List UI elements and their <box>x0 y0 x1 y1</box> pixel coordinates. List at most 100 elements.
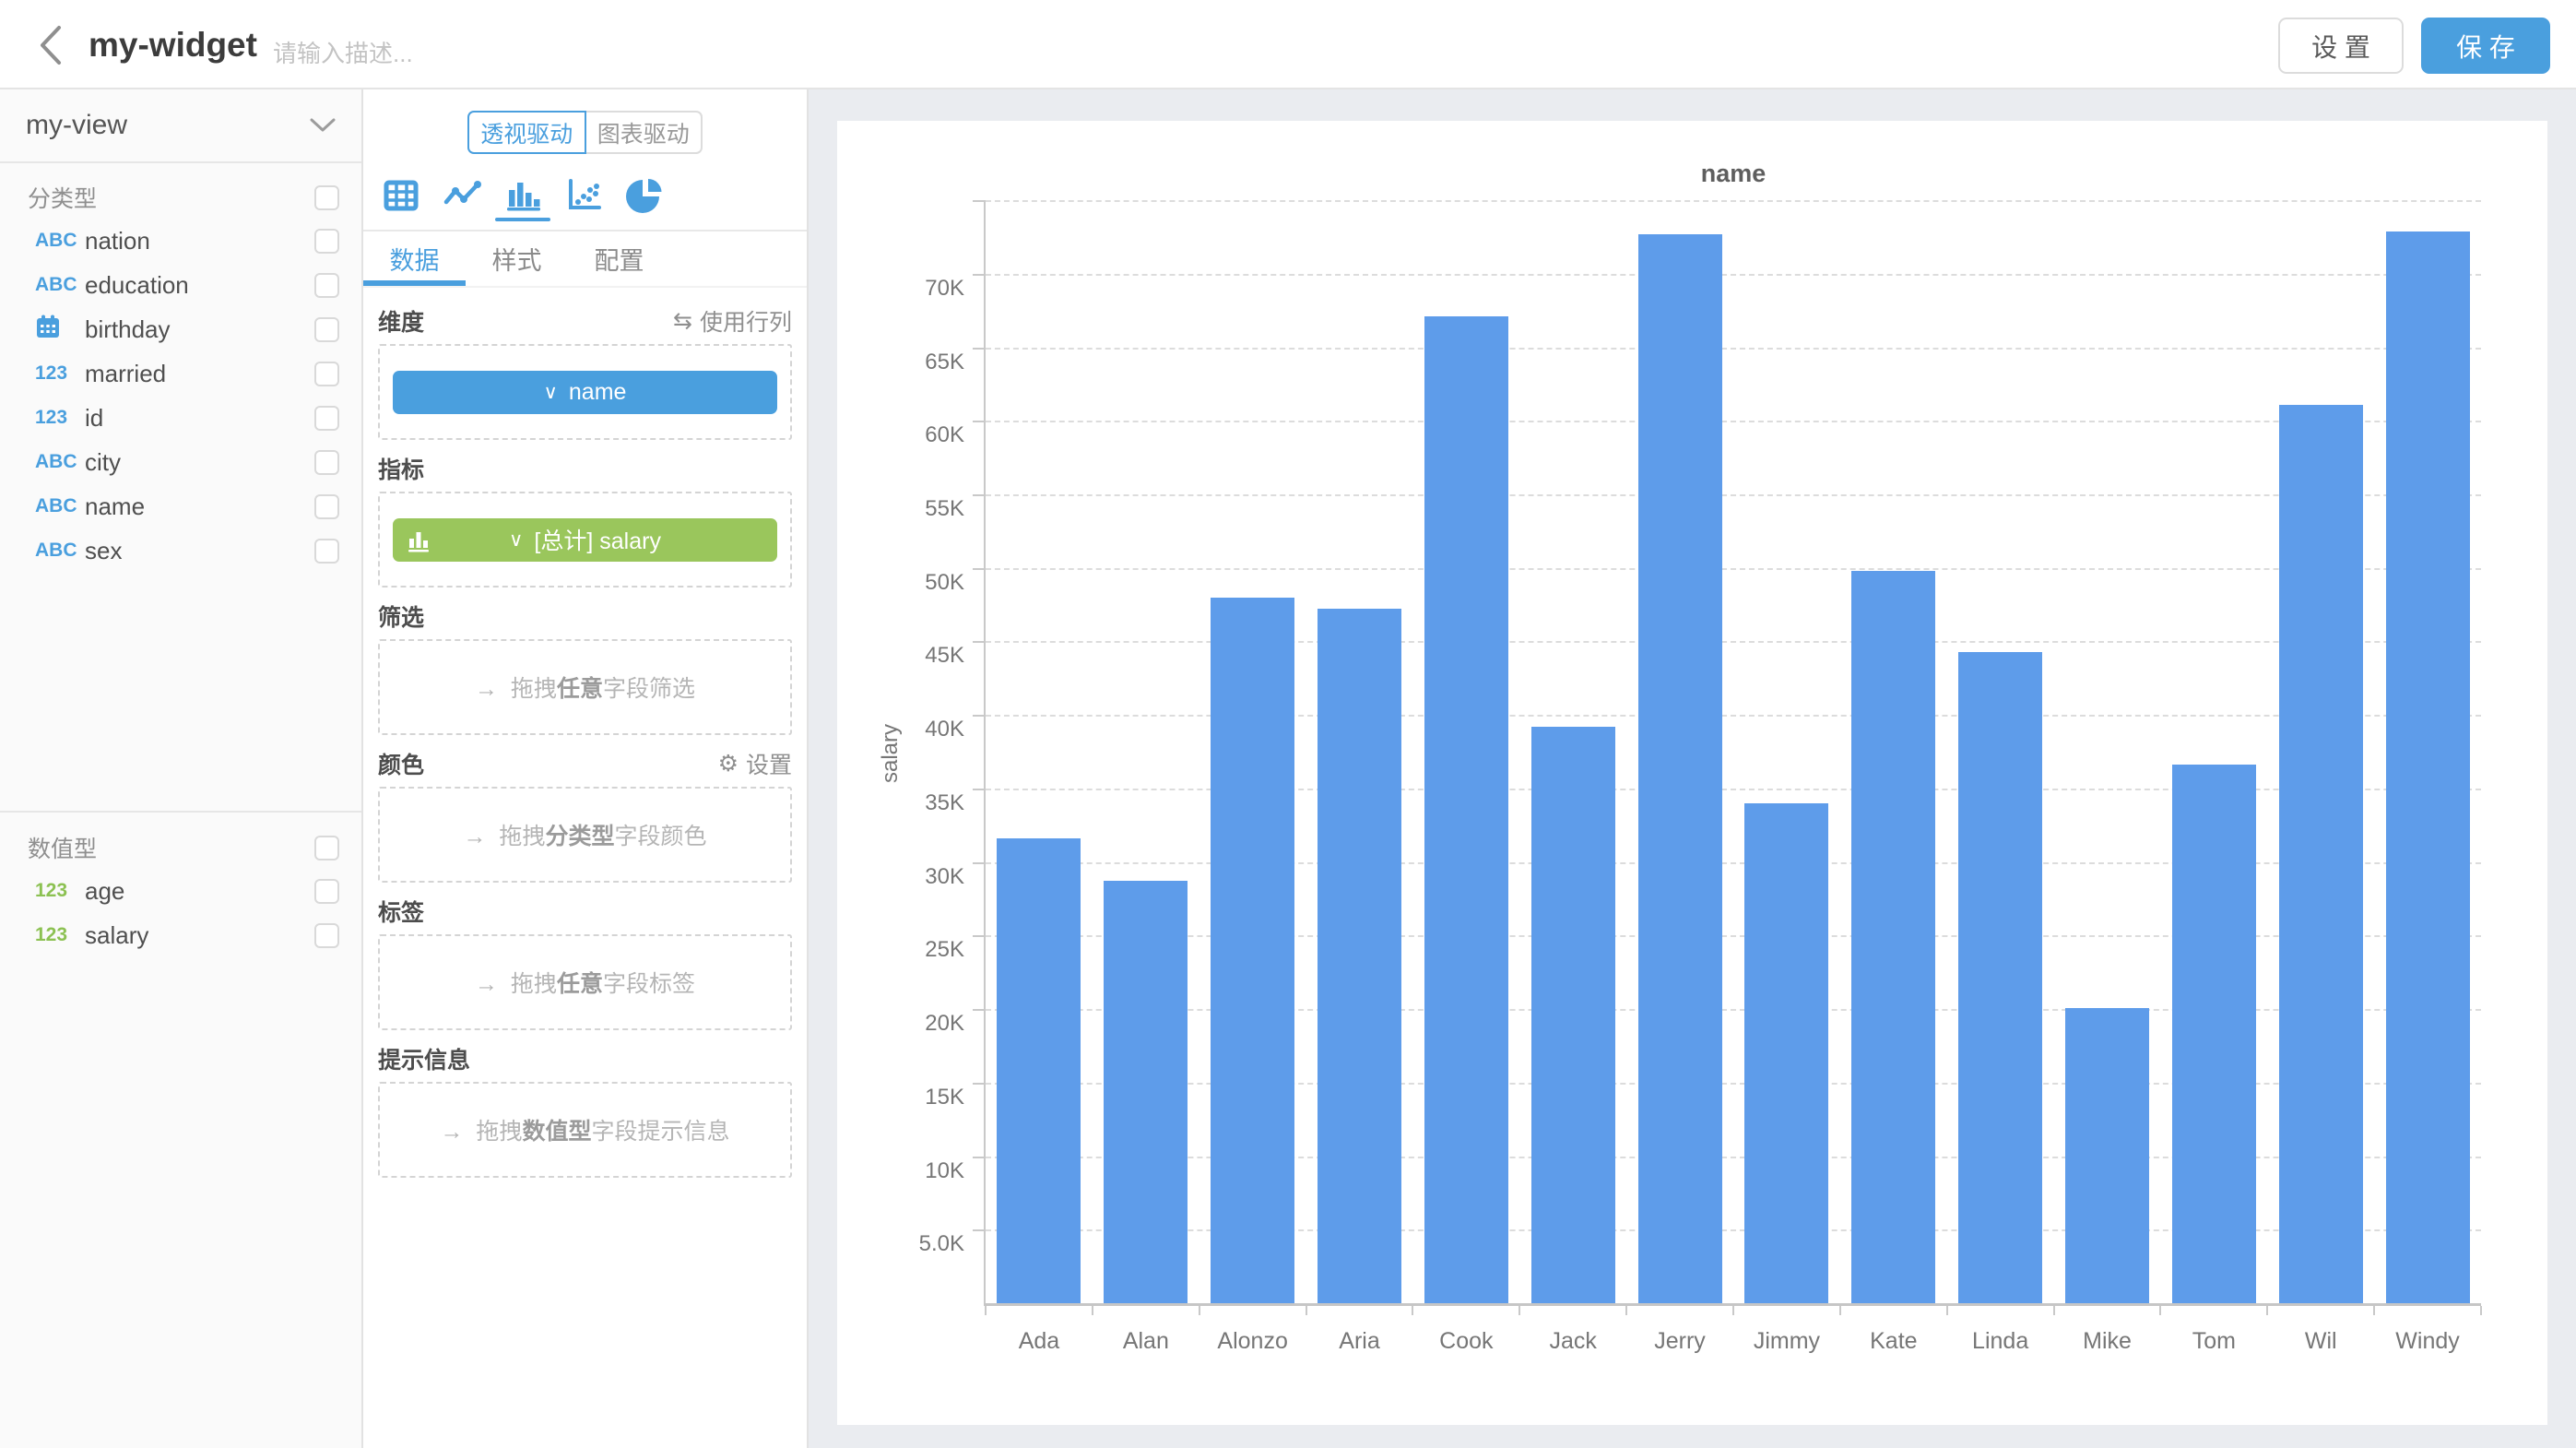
x-axis-tick <box>2053 1306 2055 1315</box>
color-settings-link[interactable]: ⚙ 设置 <box>718 747 792 780</box>
field-label: name <box>85 493 314 521</box>
dropzone-标签[interactable]: → 拖拽任意字段标签 <box>378 934 792 1030</box>
x-axis-tick <box>1518 1306 1520 1315</box>
tab-配置[interactable]: 配置 <box>568 231 670 286</box>
chart-type-table-icon[interactable] <box>383 177 419 221</box>
bar-Aria[interactable] <box>1318 609 1401 1303</box>
bar-Ada[interactable] <box>997 838 1081 1303</box>
y-axis-label: 10K <box>837 1158 964 1184</box>
abc-icon: ABC <box>35 230 77 251</box>
abc-icon: ABC <box>35 274 77 295</box>
abc-icon: ABC <box>35 451 77 472</box>
dropzone-筛选[interactable]: → 拖拽任意字段筛选 <box>378 639 792 735</box>
bar-Wil[interactable] <box>2279 405 2363 1303</box>
gridline <box>986 348 2481 350</box>
y-axis-label: 65K <box>837 350 964 375</box>
bar-Alan[interactable] <box>1104 881 1188 1303</box>
bar-Jimmy[interactable] <box>1744 803 1828 1303</box>
field-label: nation <box>85 227 314 255</box>
x-axis-tick <box>1092 1306 1093 1315</box>
y-axis-line <box>984 200 986 1303</box>
group-select-all-checkbox[interactable] <box>314 185 339 210</box>
field-item-id[interactable]: 123 id <box>0 396 361 440</box>
use-rows-columns-link[interactable]: ⇆ 使用行列 <box>673 304 792 338</box>
bar-Tom[interactable] <box>2172 765 2256 1303</box>
field-checkbox[interactable] <box>314 923 339 948</box>
numeric-field-group: 数值型 123 age 123 salary <box>0 811 361 957</box>
bar-Linda[interactable] <box>1958 652 2042 1303</box>
field-item-nation[interactable]: ABC nation <box>0 219 361 263</box>
x-axis-label: Windy <box>2374 1328 2481 1355</box>
field-item-birthday[interactable]: birthday <box>0 307 361 351</box>
field-item-city[interactable]: ABC city <box>0 440 361 484</box>
dropzone-提示信息[interactable]: → 拖拽数值型字段提示信息 <box>378 1082 792 1178</box>
back-button[interactable] <box>31 22 76 68</box>
field-label: age <box>85 877 314 906</box>
chevron-down-icon: ∨ <box>544 381 558 404</box>
dimension-dropzone[interactable]: ∨ name <box>378 344 792 440</box>
dropzone-颜色[interactable]: → 拖拽分类型字段颜色 <box>378 787 792 883</box>
field-item-married[interactable]: 123 married <box>0 351 361 396</box>
x-axis-tick <box>2373 1306 2375 1315</box>
chart-title: name <box>986 160 2481 188</box>
chart-type-scatter-icon[interactable] <box>565 177 602 221</box>
metric-section-title: 指标 <box>378 452 792 485</box>
dataset-selector[interactable]: my-view <box>0 89 361 163</box>
field-item-salary[interactable]: 123 salary <box>0 913 361 957</box>
field-checkbox[interactable] <box>314 317 339 342</box>
zone-title: 标签 <box>378 895 792 928</box>
field-item-sex[interactable]: ABC sex <box>0 528 361 573</box>
y-axis-tick <box>973 1157 984 1158</box>
zone-title: 提示信息 <box>378 1042 792 1075</box>
bar-Kate[interactable] <box>1851 571 1935 1303</box>
save-button[interactable]: 保 存 <box>2421 18 2550 74</box>
metric-dropzone[interactable]: ∨ [总计] salary <box>378 492 792 588</box>
active-chart-type-underline <box>495 218 550 221</box>
chart-card: name salary5.0K10K15K20K25K30K35K40K45K5… <box>837 121 2547 1425</box>
bar-Jack[interactable] <box>1531 727 1615 1303</box>
dimension-chip-name[interactable]: ∨ name <box>393 371 777 414</box>
field-checkbox[interactable] <box>314 229 339 254</box>
number-icon: 123 <box>35 362 67 384</box>
y-axis-tick <box>973 935 984 937</box>
field-checkbox[interactable] <box>314 450 339 475</box>
field-checkbox[interactable] <box>314 494 339 519</box>
field-item-education[interactable]: ABC education <box>0 263 361 307</box>
y-axis-tick <box>973 715 984 717</box>
y-axis-label: 25K <box>837 937 964 963</box>
group-select-all-checkbox[interactable] <box>314 836 339 860</box>
bar-Jerry[interactable] <box>1638 234 1722 1303</box>
tab-数据[interactable]: 数据 <box>363 231 466 286</box>
metric-chip-salary[interactable]: ∨ [总计] salary <box>393 518 777 562</box>
chart-type-bar-icon[interactable] <box>504 177 541 221</box>
mode-chart-driven[interactable]: 图表驱动 <box>586 111 703 154</box>
field-item-age[interactable]: 123 age <box>0 869 361 913</box>
x-axis-label: Wil <box>2267 1328 2374 1355</box>
chart-type-pie-icon[interactable] <box>626 177 663 221</box>
bar-Mike[interactable] <box>2065 1008 2149 1304</box>
calendar-icon <box>35 314 61 339</box>
field-item-name[interactable]: ABC name <box>0 484 361 528</box>
bar-Cook[interactable] <box>1424 316 1508 1303</box>
field-label: city <box>85 448 314 477</box>
x-axis-label: Cook <box>1412 1328 1519 1355</box>
field-checkbox[interactable] <box>314 273 339 298</box>
tab-样式[interactable]: 样式 <box>466 231 568 286</box>
description-input[interactable]: 请输入描述... <box>273 35 413 69</box>
field-group-header: 分类型 <box>0 176 361 219</box>
field-checkbox[interactable] <box>314 539 339 564</box>
bar-Windy[interactable] <box>2386 231 2470 1304</box>
y-axis-tick <box>973 1229 984 1231</box>
y-axis-label: 55K <box>837 496 964 522</box>
dropzone-hint: → 拖拽分类型字段颜色 <box>464 818 707 851</box>
field-checkbox[interactable] <box>314 362 339 386</box>
chip-label: name <box>569 379 627 406</box>
chart-type-line-icon[interactable] <box>443 177 480 221</box>
settings-button[interactable]: 设 置 <box>2278 18 2404 74</box>
field-checkbox[interactable] <box>314 879 339 904</box>
mode-pivot-driven[interactable]: 透视驱动 <box>467 111 586 154</box>
field-sidebar: my-view 分类型 ABC nation ABC education bir… <box>0 89 363 1448</box>
abc-icon: ABC <box>35 495 77 516</box>
bar-Alonzo[interactable] <box>1211 598 1294 1303</box>
field-checkbox[interactable] <box>314 406 339 431</box>
